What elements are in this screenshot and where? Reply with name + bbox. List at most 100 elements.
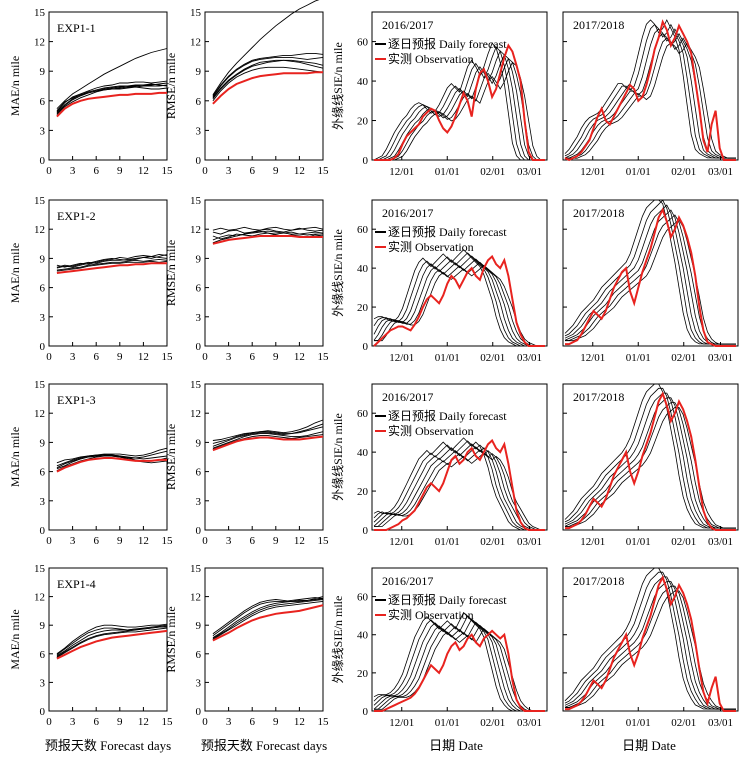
panel-exp1-4-mae: 0 3 6 9 12 15 0 3 6 9 12 15 MAE/n mile EXP1-4 bbox=[8, 563, 173, 728]
y-tick-label: 0 bbox=[196, 341, 202, 353]
x-tick-label: 6 bbox=[93, 165, 99, 177]
forecast-member-line bbox=[212, 59, 324, 99]
forecast-member-line bbox=[373, 249, 545, 347]
y-tick-label: 20 bbox=[357, 116, 369, 128]
x-tick-label: 6 bbox=[93, 716, 99, 728]
forecast-member-line bbox=[564, 199, 736, 345]
y-tick-label: 60 bbox=[357, 592, 369, 604]
forecast-member-line bbox=[56, 82, 168, 114]
y-axis-label: RMSE/n mile bbox=[164, 606, 178, 672]
x-tick-label: 12/01 bbox=[580, 717, 605, 729]
x-tick-label: 02/01 bbox=[480, 717, 505, 729]
x-tick-label: 3 bbox=[70, 165, 76, 177]
x-tick-label: 02/01 bbox=[480, 166, 505, 178]
y-axis-label: 外缘线SIE/n mile bbox=[331, 229, 345, 317]
forecast-member-line bbox=[56, 454, 168, 469]
panel-title: EXP1-1 bbox=[57, 21, 96, 35]
y-tick-label: 15 bbox=[34, 7, 46, 19]
y-tick-label: 40 bbox=[357, 76, 369, 88]
y-tick-label: 3 bbox=[196, 677, 202, 689]
x-tick-label: 9 bbox=[273, 165, 279, 177]
forecast-member-line bbox=[373, 437, 545, 531]
y-tick-label: 3 bbox=[40, 312, 46, 324]
observation-line bbox=[212, 235, 323, 245]
panel-exp1-2-sie-2016-2017: 0 20 40 60 12/01 01/01 02/01 03/01 外缘线SIE/n mile… bbox=[331, 199, 548, 364]
y-axis-label: RMSE/n mile bbox=[164, 240, 178, 306]
forecast-member-line bbox=[212, 597, 324, 637]
observation-line bbox=[565, 391, 736, 531]
forecast-member-line bbox=[373, 252, 545, 347]
forecast-member-line bbox=[56, 627, 168, 658]
y-axis-label: MAE/n mile bbox=[8, 609, 22, 669]
x-tick-label: 3 bbox=[226, 535, 232, 547]
forecast-member-line bbox=[56, 626, 167, 657]
y-axis-label: RMSE/n mile bbox=[164, 53, 178, 119]
x-tick-label: 9 bbox=[273, 535, 279, 547]
x-tick-label: 6 bbox=[249, 535, 255, 547]
y-tick-label: 15 bbox=[190, 7, 202, 19]
plot-frame bbox=[562, 567, 739, 712]
forecast-member-line bbox=[565, 590, 736, 710]
legend-forecast-label: 逐日预报 Daily forecast bbox=[388, 36, 507, 51]
panel-exp1-1-sie-2017-2018: 12/01 01/01 02/01 03/01 2017/2018 bbox=[562, 11, 739, 178]
forecast-member-line bbox=[374, 627, 545, 712]
forecast-member-line bbox=[212, 230, 323, 244]
observation-line bbox=[212, 435, 324, 452]
y-axis-label: MAE/n mile bbox=[8, 56, 22, 116]
forecast-member-line bbox=[564, 19, 736, 159]
x-tick-label: 12/01 bbox=[580, 536, 605, 548]
observation-line bbox=[374, 43, 545, 161]
season-label: 2017/2018 bbox=[573, 18, 624, 32]
x-tick-label: 02/01 bbox=[480, 536, 505, 548]
panel-title: EXP1-3 bbox=[57, 393, 96, 407]
season-label: 2017/2018 bbox=[573, 206, 624, 220]
y-tick-label: 0 bbox=[196, 525, 202, 537]
x-tick-label: 02/01 bbox=[671, 717, 696, 729]
forecast-member-line bbox=[564, 567, 736, 710]
forecast-member-line bbox=[56, 86, 168, 115]
x-tick-label: 6 bbox=[93, 351, 99, 363]
plot-frame bbox=[371, 567, 548, 712]
forecast-member-line bbox=[212, 0, 320, 96]
x-tick-label: 03/01 bbox=[708, 352, 733, 364]
x-tick-label: 03/01 bbox=[517, 717, 542, 729]
panel-exp1-2-sie-2017-2018: 12/01 01/01 02/01 03/01 2017/2018 bbox=[562, 199, 739, 364]
y-tick-label: 40 bbox=[357, 630, 369, 642]
forecast-member-line bbox=[56, 48, 168, 110]
x-tick-label: 15 bbox=[162, 351, 174, 363]
forecast-member-line bbox=[212, 52, 324, 97]
y-tick-label: 6 bbox=[40, 96, 46, 108]
plot-frame bbox=[204, 199, 324, 347]
forecast-member-line bbox=[565, 402, 736, 529]
x-tick-label: 03/01 bbox=[708, 536, 733, 548]
forecast-member-line bbox=[212, 431, 324, 449]
observation-line bbox=[56, 262, 167, 274]
y-tick-label: 12 bbox=[190, 408, 201, 420]
x-tick-label: 12/01 bbox=[389, 717, 414, 729]
forecast-member-line bbox=[56, 254, 168, 268]
forecast-member-line bbox=[212, 66, 324, 102]
forecast-member-line bbox=[373, 618, 545, 712]
x-tick-label: 01/01 bbox=[626, 166, 651, 178]
forecast-member-line bbox=[373, 258, 545, 347]
forecast-member-line bbox=[564, 576, 736, 710]
forecast-member-line bbox=[373, 611, 545, 712]
panel-title: EXP1-4 bbox=[57, 577, 96, 591]
y-tick-label: 0 bbox=[40, 525, 46, 537]
x-tick-label: 03/01 bbox=[517, 166, 542, 178]
x-tick-label: 12/01 bbox=[389, 166, 414, 178]
x-tick-label: 15 bbox=[318, 716, 330, 728]
forecast-member-line bbox=[212, 59, 324, 100]
x-tick-label: 15 bbox=[162, 716, 174, 728]
x-tick-label: 12/01 bbox=[389, 536, 414, 548]
x-tick-label: 15 bbox=[162, 165, 174, 177]
y-tick-label: 0 bbox=[196, 155, 202, 167]
y-tick-label: 6 bbox=[196, 283, 202, 295]
x-tick-label: 3 bbox=[70, 351, 76, 363]
plot-frame bbox=[562, 199, 739, 347]
x-tick-label: 15 bbox=[318, 351, 330, 363]
y-tick-label: 15 bbox=[190, 563, 202, 575]
observation-line bbox=[212, 71, 323, 105]
y-tick-label: 3 bbox=[196, 496, 202, 508]
x-axis-title-days-col2: 预报天数 Forecast days bbox=[201, 738, 327, 753]
